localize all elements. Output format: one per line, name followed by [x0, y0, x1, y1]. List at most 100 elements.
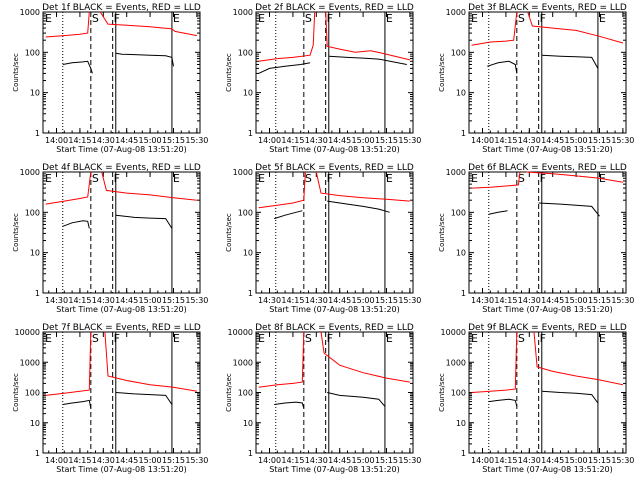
x-tick-label: 14:00 — [45, 456, 68, 465]
y-tick-label: 1 — [35, 129, 40, 138]
lld-series-line — [45, 331, 92, 396]
y-tick-label: 1 — [461, 129, 466, 138]
panel-det-8: Det 8f BLACK = Events, RED = LLD 1 10 100 10… — [225, 323, 421, 474]
y-tick-label: 1000 — [446, 168, 466, 177]
x-tick-label: 14:30 — [45, 296, 68, 305]
y-axis-label: Counts/sec — [225, 373, 233, 412]
interval-marker: E — [45, 332, 52, 345]
y-tick-label: 1 — [248, 129, 253, 138]
panel-title: Det 4f BLACK = Events, RED = LLD — [42, 163, 201, 173]
x-tick-label: 15:30 — [398, 296, 421, 305]
y-tick-label: 1000 — [20, 8, 40, 17]
events-series-line — [115, 392, 173, 405]
y-axis-label: Counts/sec — [438, 213, 446, 252]
x-tick-label: 14:45 — [328, 456, 351, 465]
interval-marker: E — [45, 12, 52, 25]
panel-title: Det 5f BLACK = Events, RED = LLD — [255, 163, 414, 173]
y-tick-label: 100 — [451, 48, 466, 57]
plot-frame — [42, 171, 201, 294]
panel-det-3: Det 3f BLACK = Events, RED = LLD 1 10 100 10… — [438, 3, 634, 154]
x-axis-label: Start Time (07-Aug-08 13:51:20) — [482, 145, 613, 154]
events-series-line — [327, 200, 390, 213]
y-tick-label: 100 — [451, 389, 466, 398]
x-axis-label: Start Time (07-Aug-08 13:51:20) — [56, 145, 187, 154]
x-tick-label: 14:15 — [68, 296, 91, 305]
lld-series-line — [258, 171, 306, 209]
x-axis-label: Start Time (07-Aug-08 13:51:20) — [482, 465, 613, 474]
y-tick-label: 1000 — [20, 358, 40, 367]
y-tick-label: 10 — [243, 249, 253, 258]
x-tick-label: 14:30 — [258, 296, 281, 305]
lld-series-line — [258, 11, 316, 62]
y-tick-label: 100 — [25, 208, 40, 217]
y-tick-label: 1000 — [20, 168, 40, 177]
y-tick-label: 1 — [461, 449, 466, 458]
y-tick-label: 1 — [35, 449, 40, 458]
interval-marker: E — [599, 332, 606, 345]
y-tick-label: 10000 — [441, 328, 466, 337]
x-tick-label: 14:30 — [305, 136, 328, 145]
x-tick-label: 14:45 — [328, 136, 351, 145]
panel-det-1: Det 1f BLACK = Events, RED = LLD 1 10 100 10… — [12, 3, 208, 154]
x-tick-label: 15:30 — [398, 456, 421, 465]
y-tick-label: 10 — [30, 89, 40, 98]
panel-det-5: Det 5f BLACK = Events, RED = LLD 1 10 100 10… — [225, 163, 421, 314]
x-tick-label: 15:00 — [565, 296, 588, 305]
lld-series-line — [258, 331, 305, 388]
events-series-line — [538, 202, 600, 217]
plot-frame — [468, 331, 627, 454]
y-tick-label: 10000 — [15, 328, 40, 337]
x-tick-label: 14:00 — [471, 456, 494, 465]
lld-series-line — [527, 11, 624, 44]
plot-frame — [255, 331, 414, 454]
panel-title: Det 2f BLACK = Events, RED = LLD — [255, 3, 414, 13]
y-tick-label: 10 — [30, 249, 40, 258]
interval-marker: F — [114, 172, 120, 185]
interval-marker: F — [327, 172, 333, 185]
y-tick-label: 1000 — [446, 8, 466, 17]
x-tick-label: 14:15 — [494, 296, 517, 305]
y-tick-label: 10000 — [228, 328, 253, 337]
panel-title: Det 8f BLACK = Events, RED = LLD — [255, 323, 414, 333]
lld-series-line — [325, 11, 411, 61]
x-tick-label: 15:00 — [565, 136, 588, 145]
lld-series-line — [320, 331, 410, 383]
x-tick-label: 15:00 — [139, 296, 162, 305]
interval-marker: E — [386, 332, 393, 345]
y-axis-label: Counts/sec — [438, 373, 446, 412]
x-tick-label: 14:15 — [68, 136, 91, 145]
x-tick-label: 14:30 — [305, 456, 328, 465]
plot-frame — [42, 11, 201, 134]
x-tick-label: 15:30 — [185, 136, 208, 145]
x-tick-label: 14:45 — [541, 296, 564, 305]
y-tick-label: 1 — [248, 289, 253, 298]
x-tick-label: 15:30 — [398, 136, 421, 145]
y-tick-label: 10 — [30, 419, 40, 428]
panel-title: Det 1f BLACK = Events, RED = LLD — [42, 3, 201, 13]
x-axis-label: Start Time (07-Aug-08 13:51:20) — [56, 465, 187, 474]
x-tick-label: 15:30 — [185, 296, 208, 305]
interval-marker: E — [471, 332, 478, 345]
interval-marker: E — [471, 12, 478, 25]
x-axis-label: Start Time (07-Aug-08 13:51:20) — [482, 305, 613, 314]
lld-series-line — [45, 171, 92, 205]
interval-marker: E — [599, 12, 606, 25]
y-tick-label: 1 — [35, 289, 40, 298]
x-axis-label: Start Time (07-Aug-08 13:51:20) — [269, 305, 400, 314]
interval-marker: E — [386, 172, 393, 185]
events-series-line — [328, 55, 407, 65]
events-series-line — [488, 210, 508, 215]
x-tick-label: 15:00 — [352, 456, 375, 465]
panel-det-4: Det 4f BLACK = Events, RED = LLD 1 10 100 10… — [12, 163, 208, 314]
y-tick-label: 10 — [243, 419, 253, 428]
y-axis-label: Counts/sec — [12, 373, 20, 412]
y-axis-label: Counts/sec — [225, 53, 233, 92]
events-series-line — [541, 54, 599, 69]
x-tick-label: 14:15 — [281, 456, 304, 465]
events-series-line — [274, 401, 305, 409]
events-series-line — [115, 52, 174, 67]
x-tick-label: 14:15 — [68, 456, 91, 465]
x-tick-label: 15:15 — [375, 296, 398, 305]
panel-det-6: Det 6f BLACK = Events, RED = LLD 1 10 100 10… — [438, 163, 634, 314]
